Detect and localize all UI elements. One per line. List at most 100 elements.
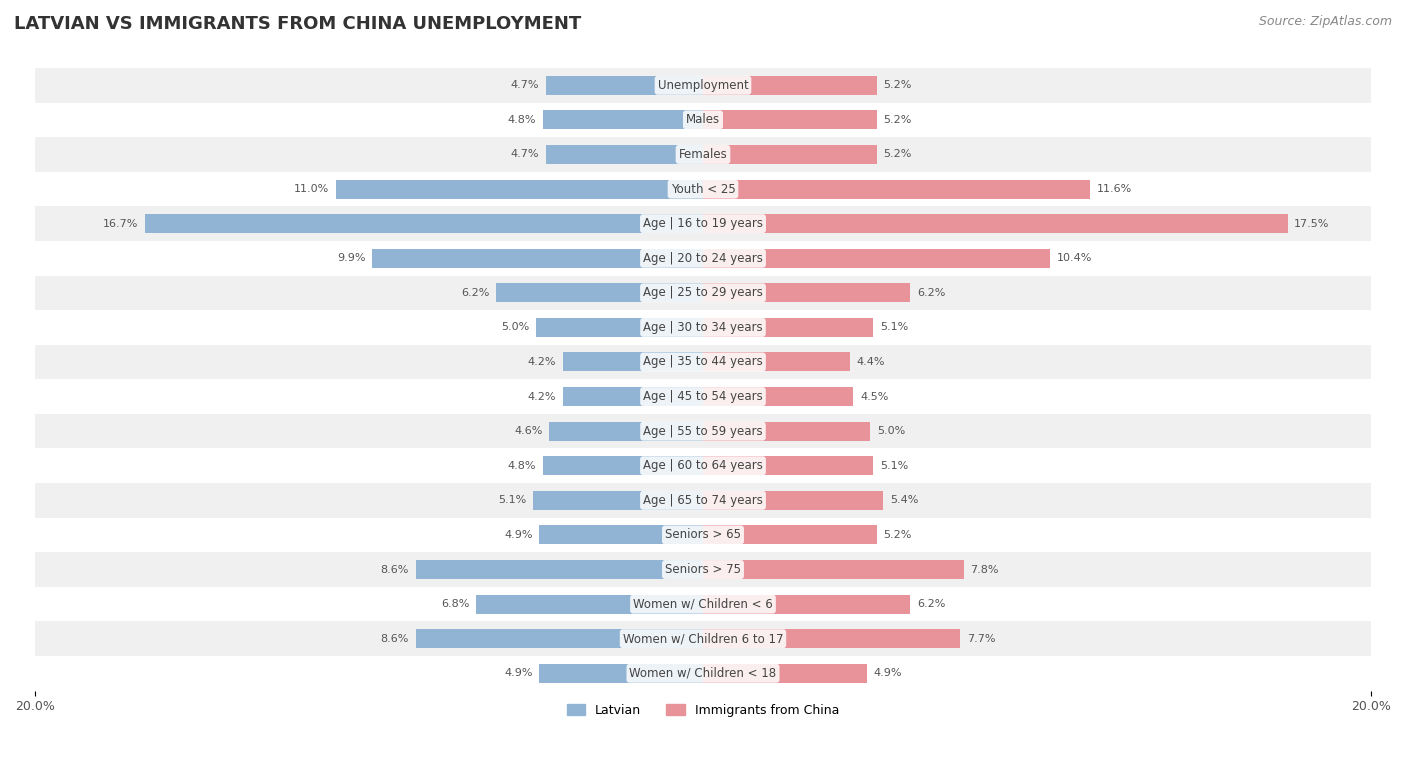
Text: 7.7%: 7.7% [967,634,995,643]
Text: 16.7%: 16.7% [103,219,138,229]
Bar [35,656,1371,690]
Text: 11.0%: 11.0% [294,184,329,194]
Bar [35,241,1371,276]
Text: 6.2%: 6.2% [461,288,489,298]
Bar [703,387,853,406]
Text: 4.8%: 4.8% [508,115,536,125]
Bar [35,207,1371,241]
Bar [35,344,1371,379]
Bar [543,456,703,475]
Text: 7.8%: 7.8% [970,565,998,575]
Text: Age | 20 to 24 years: Age | 20 to 24 years [643,252,763,265]
Text: Women w/ Children 6 to 17: Women w/ Children 6 to 17 [623,632,783,645]
Text: 4.8%: 4.8% [508,461,536,471]
Text: Seniors > 75: Seniors > 75 [665,563,741,576]
Text: 4.2%: 4.2% [527,357,555,367]
Text: 11.6%: 11.6% [1097,184,1132,194]
Bar [416,629,703,648]
Bar [35,483,1371,518]
Text: Women w/ Children < 6: Women w/ Children < 6 [633,597,773,611]
Text: 6.2%: 6.2% [917,288,945,298]
Bar [35,137,1371,172]
Text: Males: Males [686,114,720,126]
Text: Seniors > 65: Seniors > 65 [665,528,741,541]
Text: 10.4%: 10.4% [1057,254,1092,263]
Bar [546,145,703,164]
Bar [35,103,1371,137]
Text: 4.6%: 4.6% [515,426,543,436]
Text: Age | 35 to 44 years: Age | 35 to 44 years [643,356,763,369]
Text: Age | 45 to 54 years: Age | 45 to 54 years [643,390,763,403]
Text: 6.8%: 6.8% [441,599,470,609]
Bar [35,414,1371,448]
Bar [35,310,1371,344]
Bar [336,179,703,198]
Bar [540,664,703,683]
Text: Women w/ Children < 18: Women w/ Children < 18 [630,667,776,680]
Text: 17.5%: 17.5% [1295,219,1330,229]
Bar [703,456,873,475]
Bar [562,353,703,372]
Bar [475,594,703,614]
Bar [35,448,1371,483]
Bar [546,76,703,95]
Text: 4.7%: 4.7% [510,149,540,160]
Text: Age | 55 to 59 years: Age | 55 to 59 years [643,425,763,438]
Bar [703,111,877,129]
Bar [145,214,703,233]
Text: 4.9%: 4.9% [505,530,533,540]
Bar [703,214,1288,233]
Bar [35,379,1371,414]
Text: Unemployment: Unemployment [658,79,748,92]
Bar [550,422,703,441]
Bar [35,68,1371,103]
Bar [35,518,1371,552]
Text: 5.1%: 5.1% [498,495,526,506]
Bar [35,276,1371,310]
Text: 8.6%: 8.6% [381,634,409,643]
Bar [35,172,1371,207]
Bar [703,145,877,164]
Text: 5.2%: 5.2% [883,80,911,90]
Text: 5.1%: 5.1% [880,461,908,471]
Text: LATVIAN VS IMMIGRANTS FROM CHINA UNEMPLOYMENT: LATVIAN VS IMMIGRANTS FROM CHINA UNEMPLO… [14,15,581,33]
Bar [496,283,703,302]
Text: 6.2%: 6.2% [917,599,945,609]
Text: 5.2%: 5.2% [883,149,911,160]
Text: 4.5%: 4.5% [860,391,889,401]
Text: 5.4%: 5.4% [890,495,918,506]
Bar [703,179,1091,198]
Bar [703,318,873,337]
Text: 4.4%: 4.4% [856,357,886,367]
Text: Source: ZipAtlas.com: Source: ZipAtlas.com [1258,15,1392,28]
Text: 5.0%: 5.0% [877,426,905,436]
Text: Age | 25 to 29 years: Age | 25 to 29 years [643,286,763,299]
Legend: Latvian, Immigrants from China: Latvian, Immigrants from China [561,699,845,721]
Text: 5.0%: 5.0% [501,322,529,332]
Text: 4.9%: 4.9% [873,668,901,678]
Text: Age | 30 to 34 years: Age | 30 to 34 years [643,321,763,334]
Bar [703,353,851,372]
Bar [703,249,1050,268]
Bar [540,525,703,544]
Text: 8.6%: 8.6% [381,565,409,575]
Bar [703,594,910,614]
Text: Age | 60 to 64 years: Age | 60 to 64 years [643,459,763,472]
Text: Age | 16 to 19 years: Age | 16 to 19 years [643,217,763,230]
Bar [35,552,1371,587]
Text: 5.2%: 5.2% [883,115,911,125]
Text: 9.9%: 9.9% [337,254,366,263]
Text: Age | 65 to 74 years: Age | 65 to 74 years [643,494,763,507]
Bar [373,249,703,268]
Bar [35,587,1371,621]
Text: Females: Females [679,148,727,161]
Bar [703,525,877,544]
Bar [703,283,910,302]
Bar [703,629,960,648]
Bar [703,560,963,579]
Text: 4.9%: 4.9% [505,668,533,678]
Bar [416,560,703,579]
Text: 5.1%: 5.1% [880,322,908,332]
Bar [703,664,866,683]
Bar [703,491,883,510]
